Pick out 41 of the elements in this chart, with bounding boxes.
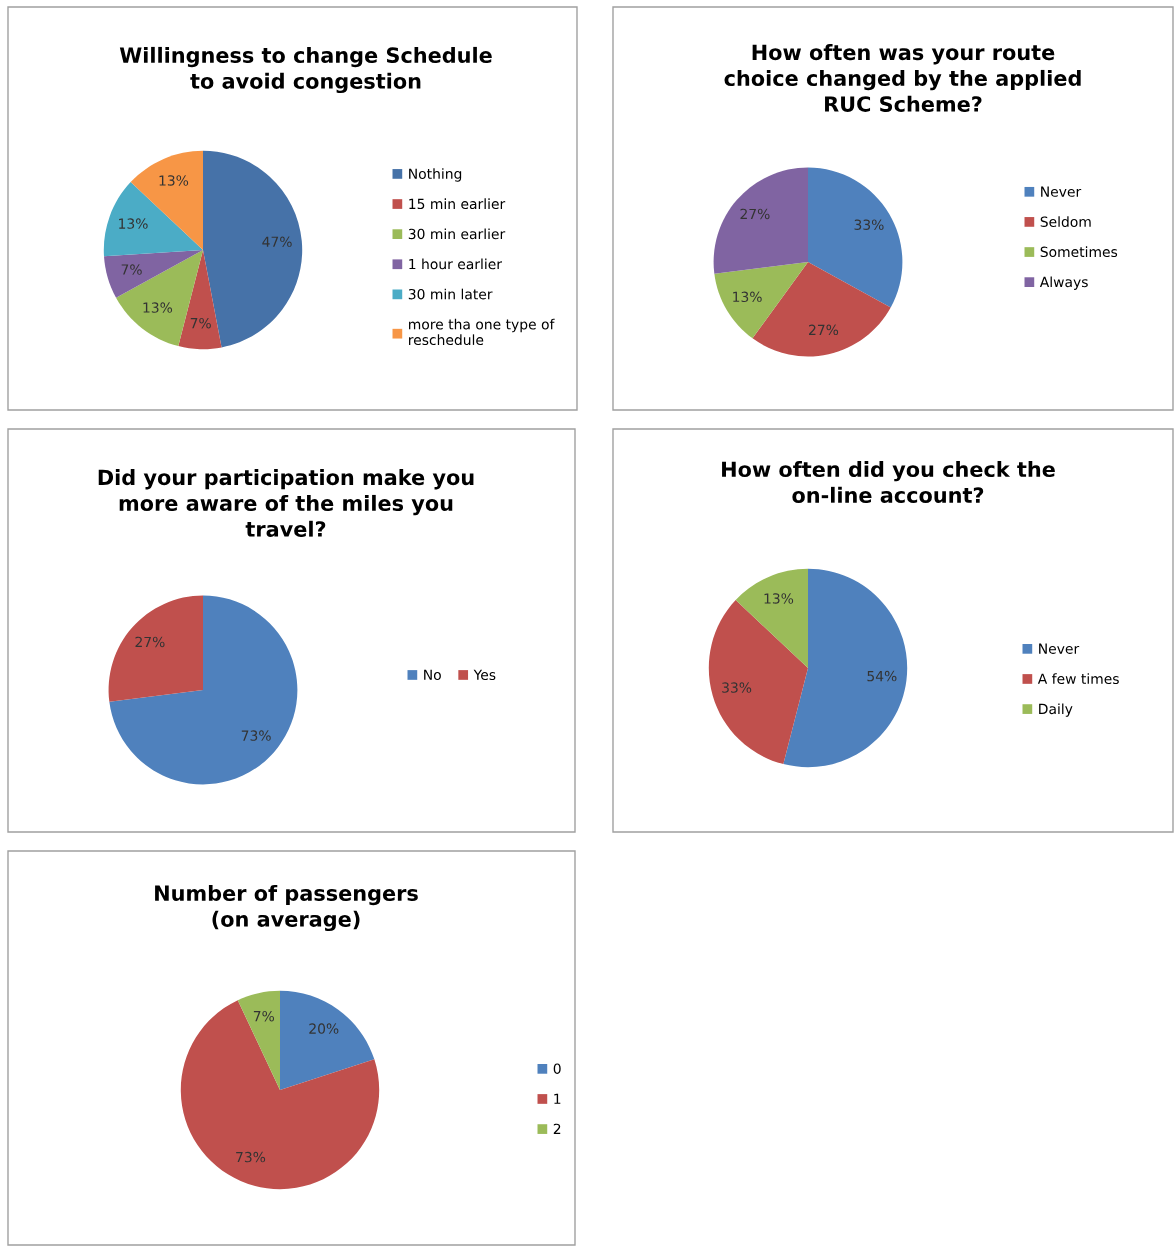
legend-label: Yes (473, 669, 496, 681)
data-label: 54% (867, 670, 897, 682)
data-label: 13% (159, 175, 189, 186)
legend-label: Never (1039, 643, 1080, 654)
legend-label: No (424, 669, 441, 681)
legend-label: Sometimes (1040, 246, 1118, 258)
data-label: 13% (764, 593, 794, 604)
legend-label: Always (1039, 276, 1088, 290)
data-label: 13% (143, 302, 173, 313)
legend-label: Daily (1039, 703, 1073, 717)
data-label: 27% (135, 636, 165, 648)
data-label: 47% (262, 236, 292, 248)
legend-label: 30 min earlier (408, 228, 506, 240)
legend-label: Seldom (1040, 216, 1091, 227)
data-label: 33% (854, 219, 884, 230)
legend-label: more tha one type of reschedule (409, 318, 555, 346)
legend-label: 1 hour earlier (409, 258, 502, 270)
data-label: 73% (236, 1151, 266, 1163)
data-label: 27% (740, 208, 770, 220)
data-label: 13% (119, 218, 148, 229)
legend-label: 2 (553, 1123, 561, 1134)
chart-title: How often was your route choice changed by the applied RUC Scheme? (724, 44, 1081, 112)
legend-label: 1 (554, 1093, 561, 1104)
legend-label: 15 min earlier (409, 198, 506, 210)
data-label: 33% (722, 682, 752, 693)
data-label: 20% (309, 1023, 339, 1034)
data-label: 7% (190, 317, 211, 329)
data-label: 73% (241, 730, 271, 741)
legend-label: Never (1041, 186, 1082, 197)
data-label: 7% (121, 264, 142, 275)
legend-label: 0 (553, 1063, 561, 1074)
chart-title: How often did you check the on-line account? (722, 460, 1055, 503)
data-label: 7% (253, 1010, 275, 1022)
chart-title: Willingness to change Schedule to avoid congestion (119, 46, 492, 94)
legend-label: Nothing (409, 168, 462, 182)
legend-label: 30 min later (408, 288, 493, 300)
legend-label: A few times (1037, 673, 1119, 685)
chart-title: Did your participation make you more aware of the miles you travel? (98, 469, 474, 537)
chart-title: Number of passengers (on average) (155, 884, 418, 932)
data-label: 27% (809, 324, 839, 336)
data-label: 13% (733, 291, 762, 303)
